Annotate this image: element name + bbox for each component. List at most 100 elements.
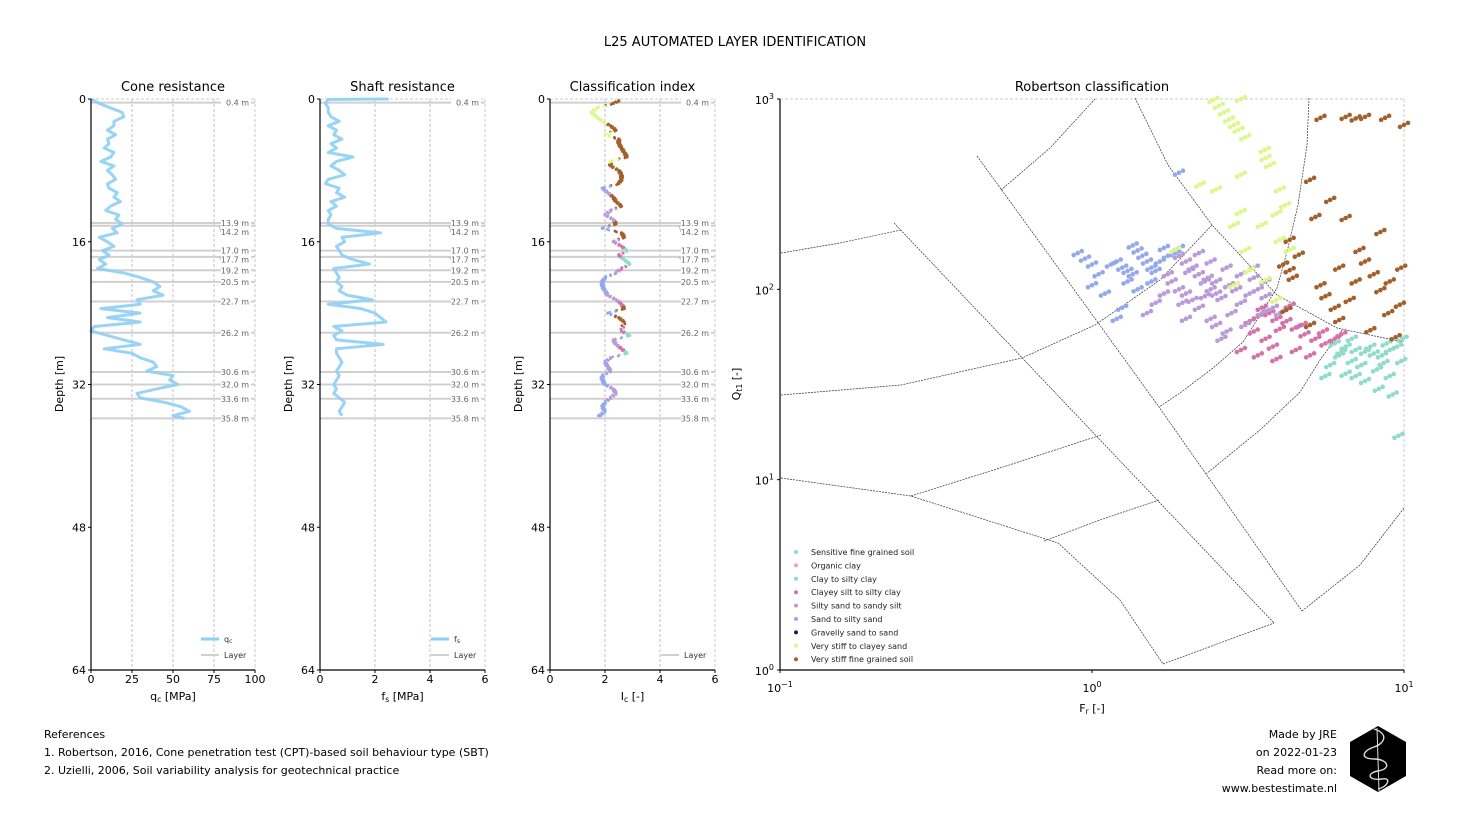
robertson-point xyxy=(1098,293,1104,298)
robertson-point xyxy=(1347,369,1352,375)
robertson-point xyxy=(1209,324,1215,330)
layer-label-bg xyxy=(681,277,711,286)
layer-label-bg xyxy=(221,228,251,237)
robertson-point xyxy=(1343,371,1348,377)
robertson-point xyxy=(1276,264,1282,269)
robertson-point xyxy=(1230,115,1236,120)
robertson-point xyxy=(1382,285,1387,291)
robertson-point xyxy=(1259,279,1264,285)
robertson-point xyxy=(1364,346,1369,351)
robertson-point xyxy=(1404,334,1409,340)
legend-label: Layer xyxy=(684,651,707,660)
robertson-point xyxy=(1267,153,1272,159)
ic-point xyxy=(623,248,627,252)
robertson-point xyxy=(1277,187,1283,192)
robertson-point xyxy=(1112,260,1118,265)
legend-label: Layer xyxy=(454,651,477,660)
legend-label-sub: c xyxy=(229,638,232,645)
robertson-point xyxy=(1343,215,1348,221)
robertson-point xyxy=(1339,332,1344,337)
robertson-point xyxy=(1247,277,1253,283)
robertson-point xyxy=(1387,279,1393,284)
panel-title: Robertson classification xyxy=(1015,80,1169,95)
robertson-point xyxy=(1263,277,1268,283)
robertson-point xyxy=(1396,433,1401,439)
robertson-point xyxy=(1224,265,1229,270)
robertson-point xyxy=(1371,271,1377,277)
robertson-point xyxy=(1273,189,1279,194)
robertson-point xyxy=(1307,353,1313,358)
robertson-point xyxy=(1280,262,1286,267)
robertson-point xyxy=(1319,343,1324,348)
robertson-point xyxy=(1347,297,1353,303)
robertson-point xyxy=(1291,265,1296,271)
robertson-point xyxy=(1405,120,1411,126)
robertson-point xyxy=(1180,285,1186,290)
tick-base: 10 xyxy=(755,284,769,297)
x-tick-label: 0 xyxy=(547,673,554,686)
robertson-point xyxy=(1402,263,1408,268)
ic-point xyxy=(626,261,629,265)
robertson-point xyxy=(1096,271,1101,277)
robertson-point xyxy=(1078,258,1084,263)
robertson-point xyxy=(1363,360,1368,366)
robertson-point xyxy=(1343,330,1348,335)
legend-label: Layer xyxy=(224,651,247,660)
robertson-point xyxy=(1177,245,1182,251)
robertson-point xyxy=(1209,189,1215,194)
ic-point xyxy=(619,336,623,340)
ic-point xyxy=(619,180,623,184)
robertson-point xyxy=(1274,316,1279,322)
robertson-point xyxy=(1398,358,1404,364)
robertson-point xyxy=(1266,346,1272,351)
ic-point xyxy=(626,334,630,338)
robertson-point xyxy=(1336,265,1342,270)
x-tick-label: 2 xyxy=(372,673,379,686)
robertson-point xyxy=(1372,342,1377,347)
robertson-point xyxy=(1393,304,1399,310)
layer-label-bg xyxy=(451,277,481,286)
zone-boundary xyxy=(780,224,1213,396)
ic-point xyxy=(620,324,624,328)
robertson-point xyxy=(1194,263,1199,268)
robertson-point xyxy=(1278,204,1284,210)
robertson-point xyxy=(1263,155,1268,161)
robertson-point xyxy=(1129,266,1134,272)
robertson-point xyxy=(1180,168,1186,174)
robertson-point xyxy=(1234,174,1240,180)
layer-label: 33.6 m xyxy=(221,395,249,404)
zone-boundary xyxy=(910,434,1102,497)
robertson-point xyxy=(1389,336,1394,342)
robertson-point xyxy=(1323,373,1328,379)
robertson-point xyxy=(1131,250,1136,255)
robertson-point xyxy=(1332,267,1338,272)
robertson-point xyxy=(1222,119,1228,124)
robertson-point xyxy=(1233,287,1239,292)
ic-point xyxy=(604,190,607,194)
robertson-point xyxy=(1270,299,1275,305)
ic-point xyxy=(608,164,613,168)
website-link[interactable]: www.bestestimate.nl xyxy=(1221,782,1337,795)
robertson-point xyxy=(1239,136,1244,142)
robertson-point xyxy=(1394,390,1400,395)
ic-point xyxy=(609,313,613,317)
ic-point xyxy=(611,240,615,244)
depth-panel-2: 0 2 4 6 0 16 32 48 64 0.4 m 13.9 m14.2 m 17.0 m17.7… xyxy=(512,80,719,704)
layer-label-bg xyxy=(221,394,251,403)
robertson-point xyxy=(1288,305,1293,311)
robertson-point xyxy=(1383,375,1389,381)
ic-point xyxy=(616,158,620,162)
robertson-point xyxy=(1328,338,1334,344)
ic-point xyxy=(607,228,611,232)
robertson-point xyxy=(1131,289,1136,294)
layer-label-bg xyxy=(451,414,481,423)
robertson-point xyxy=(1299,322,1304,328)
robertson-point xyxy=(1287,247,1292,253)
robertson-point xyxy=(1251,289,1257,294)
layer-label-bg xyxy=(221,98,251,107)
ic-point xyxy=(615,344,619,348)
robertson-point xyxy=(1247,267,1252,273)
ic-point xyxy=(625,250,628,253)
robertson-point xyxy=(1374,231,1379,237)
robertson-point xyxy=(1193,184,1199,189)
